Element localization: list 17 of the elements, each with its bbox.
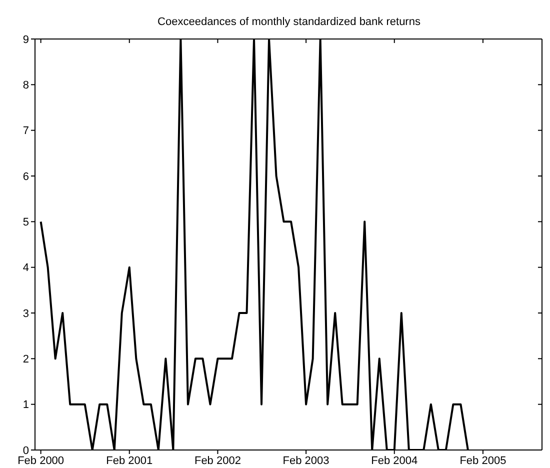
x-tick-label: Feb 2003 <box>282 454 330 467</box>
y-tick-label: 9 <box>22 34 29 46</box>
x-tick-label: Feb 2005 <box>460 454 506 467</box>
x-tick-label: Feb 2000 <box>18 454 64 467</box>
x-tick-label: Feb 2004 <box>371 454 418 467</box>
y-tick-label: 1 <box>22 399 29 412</box>
y-tick-label: 4 <box>22 262 29 274</box>
y-tick-label: 2 <box>22 354 29 366</box>
y-tick-label: 8 <box>22 80 29 92</box>
y-tick-label: 0 <box>22 444 29 457</box>
chart-title: Coexceedances of monthly standardized bank returns <box>156 16 422 28</box>
y-tick-label: 5 <box>22 216 29 229</box>
y-tick-label: 6 <box>22 170 29 183</box>
x-tick-label: Feb 2002 <box>194 454 241 467</box>
x-tick-label: Feb 2001 <box>106 454 153 467</box>
y-tick-label: 3 <box>22 308 29 320</box>
y-tick-label: 7 <box>22 125 29 138</box>
